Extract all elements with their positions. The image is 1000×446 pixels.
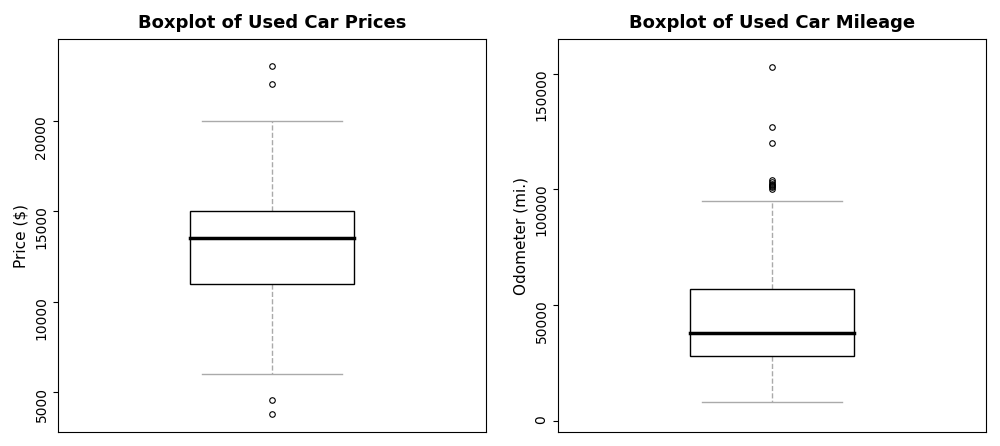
Y-axis label: Price ($): Price ($): [14, 203, 29, 268]
Title: Boxplot of Used Car Prices: Boxplot of Used Car Prices: [138, 14, 406, 32]
Y-axis label: Odometer (mi.): Odometer (mi.): [514, 177, 529, 294]
Bar: [690, 289, 854, 356]
Bar: [190, 211, 354, 284]
Title: Boxplot of Used Car Mileage: Boxplot of Used Car Mileage: [629, 14, 915, 32]
